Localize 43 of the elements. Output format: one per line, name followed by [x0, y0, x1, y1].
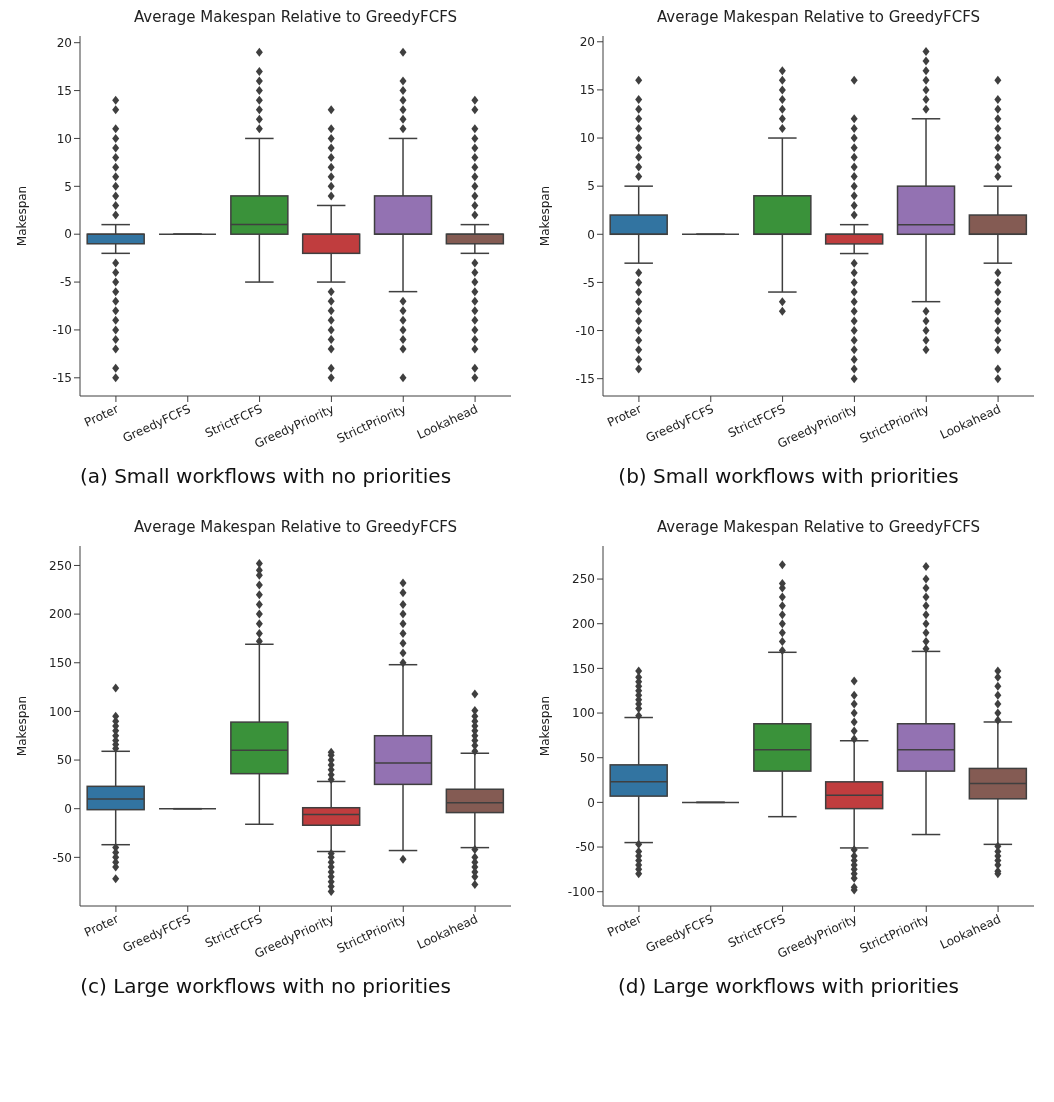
y-tick-label: -15: [52, 371, 72, 386]
chart-title: Average Makespan Relative to GreedyFCFS: [133, 8, 458, 26]
y-tick-label: -10: [575, 323, 595, 338]
y-axis-title: Makespan: [15, 185, 30, 247]
y-tick-label: 20: [56, 35, 72, 50]
y-tick-label: 200: [572, 616, 595, 631]
y-tick-label: -50: [575, 840, 595, 855]
y-tick-label: -5: [583, 275, 595, 290]
text: (a) Small workflows with no priorities: [79, 464, 452, 488]
text: (b) Small workflows with priorities: [618, 464, 959, 488]
y-tick-label: 0: [587, 795, 595, 810]
y-tick-label: 10: [56, 131, 72, 146]
y-tick-label: 100: [49, 704, 72, 719]
y-tick-label: -5: [60, 275, 72, 290]
chart-title: Average Makespan Relative to GreedyFCFS: [133, 518, 458, 536]
y-tick-label: -15: [575, 371, 595, 386]
y-axis-title: Makespan: [538, 185, 553, 247]
y-tick-label: 50: [579, 750, 595, 765]
y-tick-label: 15: [579, 83, 595, 98]
y-tick-label: 5: [587, 179, 595, 194]
y-tick-label: -10: [52, 323, 72, 338]
y-tick-label: 100: [572, 706, 595, 721]
y-tick-label: 20: [579, 35, 595, 50]
y-tick-label: 150: [49, 656, 72, 671]
y-axis-title: Makespan: [15, 695, 30, 757]
y-tick-label: -50: [52, 850, 72, 865]
y-tick-label: 0: [64, 227, 72, 242]
y-tick-label: 5: [64, 179, 72, 194]
chart-title: Average Makespan Relative to GreedyFCFS: [656, 8, 981, 26]
chart-title: Average Makespan Relative to GreedyFCFS: [656, 518, 981, 536]
text: (d) Large workflows with priorities: [617, 974, 960, 998]
y-axis-title: Makespan: [538, 695, 553, 757]
text: (c) Large workflows with no priorities: [80, 974, 451, 998]
y-tick-label: 250: [49, 558, 72, 573]
y-tick-label: 0: [587, 227, 595, 242]
y-tick-label: 250: [572, 572, 595, 587]
y-tick-label: 10: [579, 131, 595, 146]
y-tick-label: 0: [64, 801, 72, 816]
y-tick-label: 50: [56, 753, 72, 768]
y-tick-label: -100: [567, 884, 595, 899]
y-tick-label: 15: [56, 83, 72, 98]
y-tick-label: 200: [49, 607, 72, 622]
y-tick-label: 150: [572, 661, 595, 676]
